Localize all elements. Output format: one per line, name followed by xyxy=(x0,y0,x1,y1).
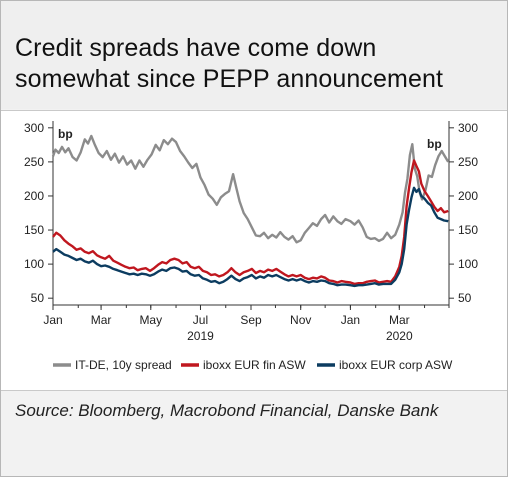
series-line-2 xyxy=(52,159,449,286)
y-tick-label-left: 250 xyxy=(24,155,44,169)
legend-label-2: iboxx EUR fin ASW xyxy=(203,358,306,372)
x-tick-label: Nov xyxy=(290,313,311,327)
y-tick-label-right: 200 xyxy=(458,189,478,203)
y-tick-label-right: 150 xyxy=(458,223,478,237)
x-tick-label: May xyxy=(139,313,162,327)
source-note: Source: Bloomberg, Macrobond Financial, … xyxy=(15,401,439,420)
unit-label-left: bp xyxy=(58,127,73,141)
legend-label-3: iboxx EUR corp ASW xyxy=(339,358,453,372)
x-tick-label: Mar xyxy=(91,313,112,327)
x-tick-label: Jan xyxy=(43,313,62,327)
legend-label-1: IT-DE, 10y spread xyxy=(75,358,172,372)
y-tick-label-left: 50 xyxy=(31,291,45,305)
unit-label-right: bp xyxy=(427,137,442,151)
chart-area: 50 50 100 100 150 150 200 200 250 250 300 300 bp bp Ja… xyxy=(1,110,507,391)
y-tick-label-right: 100 xyxy=(458,257,478,271)
chart-title: Credit spreads have come down somewhat s… xyxy=(15,34,443,93)
line-chart: 50 50 100 100 150 150 200 200 250 250 300 300 bp bp Ja… xyxy=(24,121,478,372)
series-line-3 xyxy=(52,186,449,288)
x-tick-label: Mar xyxy=(389,313,410,327)
y-tick-label-left: 200 xyxy=(24,189,44,203)
y-tick-label-right: 50 xyxy=(458,291,472,305)
x-year-label: 2020 xyxy=(386,329,413,343)
x-tick-label: Jul xyxy=(193,313,208,327)
x-tick-label: Jan xyxy=(341,313,360,327)
y-tick-label-right: 250 xyxy=(458,155,478,169)
x-tick-label: Sep xyxy=(240,313,262,327)
y-tick-label-left: 300 xyxy=(24,121,44,135)
series-line-1 xyxy=(51,134,450,244)
x-year-label: 2019 xyxy=(187,329,214,343)
y-tick-label-right: 300 xyxy=(458,121,478,135)
y-tick-label-left: 100 xyxy=(24,257,44,271)
title-panel: Credit spreads have come down somewhat s… xyxy=(1,1,507,109)
y-tick-label-left: 150 xyxy=(24,223,44,237)
